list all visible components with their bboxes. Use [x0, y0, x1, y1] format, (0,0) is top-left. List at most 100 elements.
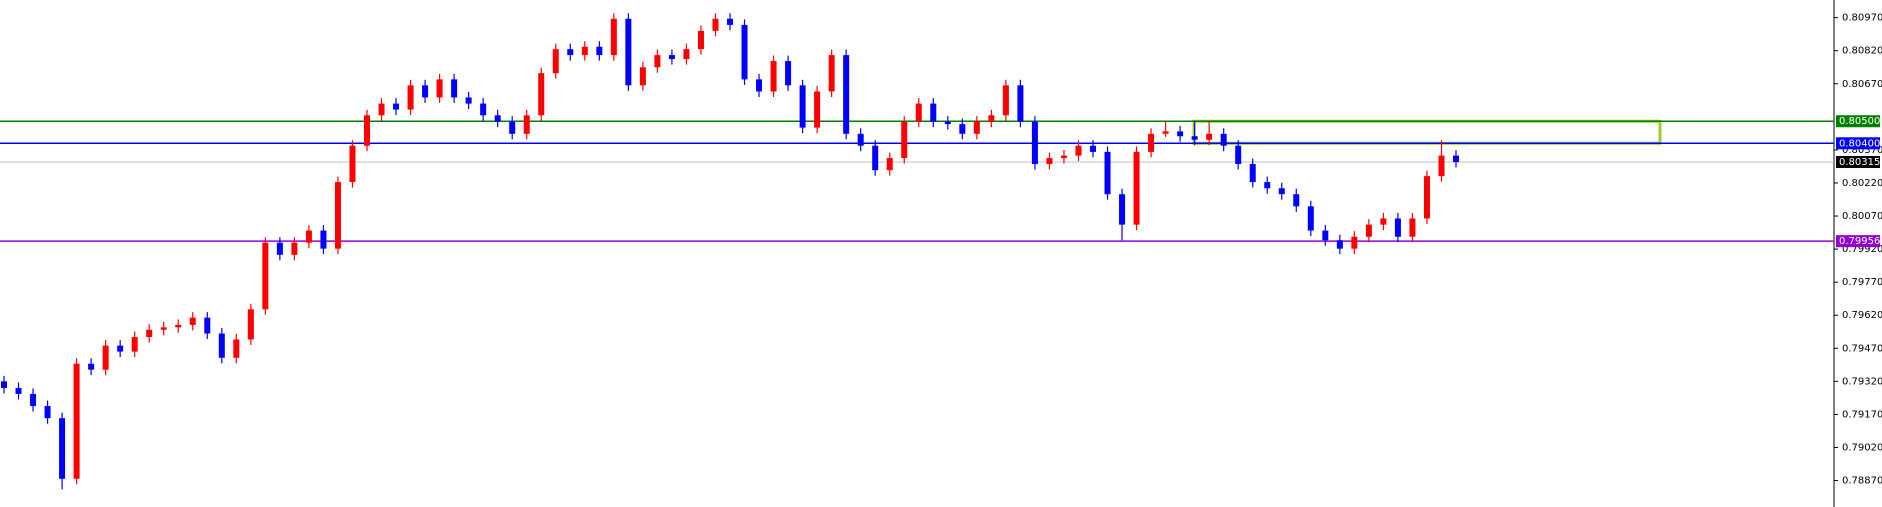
candle-body — [697, 30, 704, 50]
candle-body — [276, 242, 283, 255]
candle-body — [247, 309, 254, 340]
candle-body — [901, 121, 908, 159]
candle-body — [146, 329, 153, 338]
candle-body — [407, 85, 414, 110]
price-level-label: 0.80400 — [1839, 138, 1880, 149]
candle-body — [131, 337, 138, 352]
candle-body — [1394, 218, 1401, 237]
y-tick-label: 0.79920 — [1842, 244, 1882, 255]
candle-body — [189, 317, 196, 325]
candle-body — [581, 46, 588, 56]
candle-body — [1336, 240, 1343, 249]
y-tick-label: 0.80070 — [1842, 211, 1882, 222]
candle-body — [15, 387, 22, 394]
candle-body — [88, 363, 95, 370]
candle-body — [886, 158, 893, 171]
candle-body — [30, 393, 37, 407]
price-level-label-bg — [1836, 235, 1880, 248]
candle-body — [1235, 145, 1242, 165]
candle-body — [872, 145, 879, 171]
candle-body — [1409, 218, 1416, 237]
candle-body — [1293, 194, 1300, 207]
y-tick-label: 0.79020 — [1842, 442, 1882, 453]
candle-body — [1017, 85, 1024, 122]
candle-body — [668, 55, 675, 60]
candle-body — [1162, 131, 1169, 134]
candle-body — [1307, 206, 1314, 231]
candle-body — [291, 242, 298, 255]
y-tick-label: 0.79770 — [1842, 277, 1882, 288]
y-tick-label: 0.79620 — [1842, 310, 1882, 321]
price-level-label: 0.80315 — [1839, 157, 1880, 168]
candle-body — [988, 115, 995, 122]
candle-body — [233, 339, 240, 358]
candle-body — [1177, 131, 1184, 137]
candle-body — [334, 182, 341, 249]
candle-body — [102, 345, 109, 370]
candle-body — [596, 46, 603, 56]
y-tick-label: 0.80220 — [1842, 178, 1882, 189]
candle-body — [1380, 218, 1387, 225]
candle-body — [175, 324, 182, 328]
y-tick-label: 0.80370 — [1842, 145, 1882, 156]
candle-body — [625, 18, 632, 86]
candle-body — [857, 133, 864, 146]
candle-body — [1148, 133, 1155, 152]
candle-body — [59, 418, 66, 479]
candle-body — [349, 145, 356, 183]
candle-body — [465, 97, 472, 104]
candle-body — [1453, 155, 1459, 163]
price-level-label: 0.79956 — [1839, 236, 1880, 247]
candle-body — [1119, 194, 1126, 225]
candle-body — [1206, 133, 1213, 140]
candle-body — [117, 345, 124, 352]
candle-body — [683, 49, 690, 60]
price-level-label-bg — [1836, 115, 1880, 128]
price-level-label: 0.80500 — [1839, 116, 1880, 127]
candle-body — [654, 55, 661, 68]
y-tick-label: 0.79170 — [1842, 409, 1882, 420]
candle-body — [523, 115, 530, 134]
candle-body — [1031, 121, 1038, 165]
candle-body — [1249, 164, 1256, 183]
candle-body — [1002, 85, 1009, 116]
candle-body — [1046, 158, 1053, 165]
candle-body — [1060, 155, 1067, 159]
y-tick-label: 0.80970 — [1842, 13, 1882, 24]
y-tick-label: 0.78870 — [1842, 476, 1882, 487]
candle-body — [509, 121, 516, 134]
candle-body — [378, 103, 385, 116]
candle-body — [1220, 133, 1227, 146]
candle-body — [305, 230, 312, 243]
candle-body — [799, 85, 806, 128]
candle-body — [262, 242, 269, 310]
candle-body — [73, 363, 80, 479]
candle-body — [1133, 151, 1140, 225]
y-tick-label: 0.79320 — [1842, 376, 1882, 387]
candle-body — [567, 49, 574, 56]
candle-body — [1075, 145, 1082, 156]
candle-body — [1423, 176, 1430, 219]
candle-body — [828, 55, 835, 92]
candle-body — [1090, 145, 1096, 152]
y-tick-label: 0.80670 — [1842, 79, 1882, 90]
candle-body — [915, 103, 922, 122]
candle-body — [741, 24, 748, 80]
candle-body — [1365, 224, 1372, 237]
candle-body — [204, 317, 211, 334]
candle-body — [1191, 136, 1198, 140]
candle-body — [451, 79, 458, 98]
candle-body — [436, 79, 443, 98]
candle-body — [1278, 188, 1285, 195]
candle-body — [422, 85, 429, 98]
candle-body — [1264, 182, 1271, 189]
candle-body — [843, 55, 850, 134]
candle-body — [930, 103, 937, 122]
y-tick-label: 0.80820 — [1842, 46, 1882, 57]
candle-body — [785, 61, 792, 86]
candle-body — [44, 406, 51, 419]
candle-body — [494, 115, 501, 122]
candle-body — [944, 121, 951, 125]
